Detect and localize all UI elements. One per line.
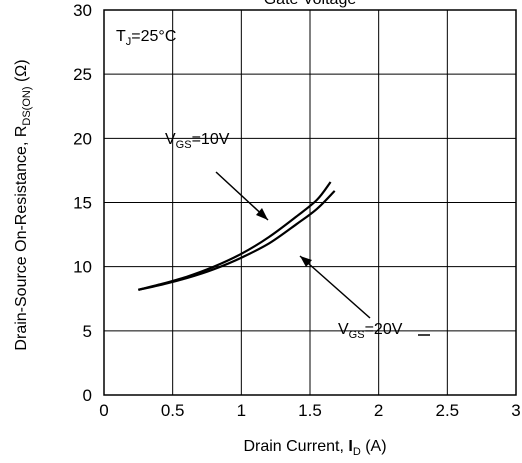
y-axis-label: Drain-Source On-Resistance, RDS(ON) (Ω) (13, 59, 33, 350)
series-label-vgs10: VGS=10V (165, 131, 230, 151)
x-tick-label: 1.5 (298, 401, 322, 420)
x-axis-label: Drain Current, ID (A) (243, 438, 386, 458)
arrow-vgs20 (299, 255, 430, 336)
y-tick-labels: 0 5 10 15 20 25 30 (73, 1, 92, 405)
grid (104, 10, 516, 395)
series-label-vgs10-sub: GS (176, 139, 192, 151)
x-tick-label: 0.5 (161, 401, 185, 420)
chart-title: Gate Voltage (264, 0, 357, 8)
y-tick-label: 15 (73, 194, 92, 213)
series-label-vgs10-pre: V (165, 131, 176, 148)
curves (138, 181, 336, 291)
x-tick-label: 2 (374, 401, 383, 420)
series-label-vgs20-pre: V (338, 321, 349, 338)
x-axis-label-main: Drain Current, (243, 438, 348, 455)
x-tick-labels: 0 0.5 1 1.5 2 2.5 3 (99, 401, 520, 420)
tj-annotation-sub: J (126, 36, 132, 48)
x-axis-label-sub: D (353, 446, 361, 458)
y-tick-label: 5 (83, 322, 92, 341)
y-tick-label: 10 (73, 258, 92, 277)
series-label-vgs20: VGS=20V (338, 321, 403, 341)
x-axis-label-unit: (A) (361, 438, 387, 455)
plot-frame (103, 9, 517, 396)
x-tick-label: 2.5 (436, 401, 460, 420)
tj-annotation-pre: T (116, 28, 126, 45)
y-tick-label: 20 (73, 129, 92, 148)
series-line-vgs10 (138, 181, 332, 291)
x-tick-label: 0 (99, 401, 108, 420)
x-tick-label: 1 (237, 401, 246, 420)
series-line-vgs20 (138, 190, 336, 291)
series-label-vgs20-post: =20V (365, 321, 403, 338)
x-axis-label-symbol: I (348, 438, 352, 455)
tj-annotation-post: =25°C (131, 28, 176, 45)
tj-annotation: TJ=25°C (116, 28, 176, 48)
series-label-vgs10-post: =10V (192, 131, 230, 148)
x-tick-label: 3 (511, 401, 520, 420)
y-tick-label: 0 (83, 386, 92, 405)
y-tick-label: 30 (73, 1, 92, 20)
y-axis-label-unit: (Ω) (13, 59, 30, 86)
y-axis-label-main: Drain-Source On-Resistance, R (13, 126, 30, 351)
y-tick-label: 25 (73, 65, 92, 84)
arrow-vgs10 (215, 171, 269, 221)
series-label-vgs20-sub: GS (349, 329, 365, 341)
y-axis-label-sub: DS(ON) (21, 86, 33, 125)
